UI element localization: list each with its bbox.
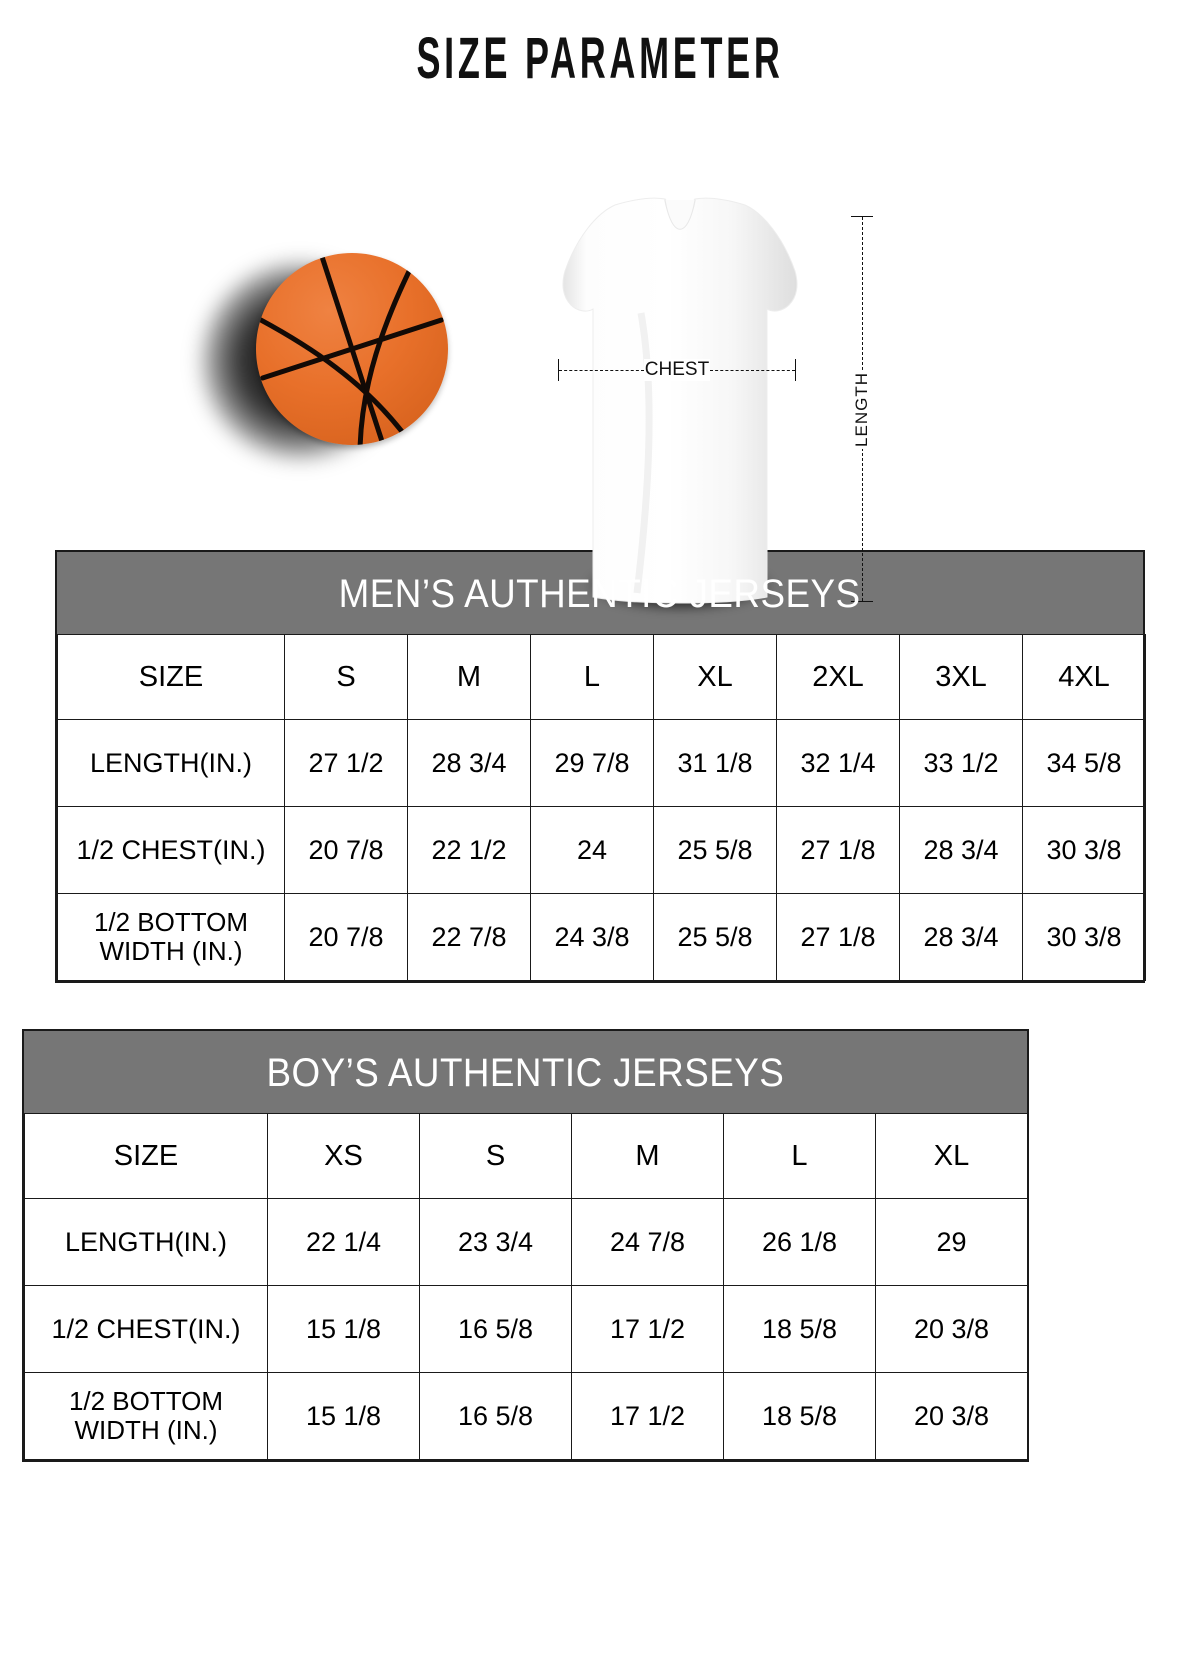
row-label-half-chest: 1/2 CHEST(IN.): [24, 1285, 268, 1373]
cell-bottom-s: 16 5/8: [419, 1372, 572, 1460]
cell-chest-s: 16 5/8: [419, 1285, 572, 1373]
table-header-row: SIZE S M L XL 2XL 3XL 4XL: [57, 634, 1146, 720]
header-cell-l: L: [723, 1113, 876, 1199]
header-cell-xs: XS: [267, 1113, 420, 1199]
jersey-illustration: [562, 197, 798, 604]
table-row: LENGTH(IN.) 22 1/4 23 3/4 24 7/8 26 1/8 …: [24, 1198, 1028, 1286]
cell-length-l: 26 1/8: [723, 1198, 876, 1286]
header-cell-size: SIZE: [57, 634, 285, 720]
row-label-half-chest: 1/2 CHEST(IN.): [57, 806, 285, 894]
cell-bottom-3xl: 28 3/4: [899, 893, 1023, 981]
mens-table-banner: MEN’S AUTHENTIC JERSEYS: [57, 552, 1143, 634]
mens-table-banner-text: MEN’S AUTHENTIC JERSEYS: [339, 572, 861, 616]
cell-chest-xl: 20 3/8: [875, 1285, 1028, 1373]
cell-length-m: 24 7/8: [571, 1198, 724, 1286]
header-cell-xl: XL: [653, 634, 777, 720]
cell-chest-3xl: 28 3/4: [899, 806, 1023, 894]
chest-right-cap: [795, 359, 796, 381]
row-label-line-1: 1/2 BOTTOM: [93, 906, 249, 937]
page-title: SIZE PARAMETER: [416, 26, 784, 91]
cell-bottom-m: 17 1/2: [571, 1372, 724, 1460]
basketball-icon: [202, 253, 448, 463]
cell-bottom-xl: 25 5/8: [653, 893, 777, 981]
cell-length-xl: 31 1/8: [653, 719, 777, 807]
cell-chest-4xl: 30 3/8: [1022, 806, 1146, 894]
chest-dash-left: [559, 369, 644, 371]
length-dash-bottom: [861, 448, 863, 601]
table-row: 1/2 BOTTOM WIDTH (IN.) 15 1/8 16 5/8 17 …: [24, 1372, 1028, 1460]
cell-chest-s: 20 7/8: [284, 806, 408, 894]
chest-label: CHEST: [643, 359, 711, 381]
row-label-line-2: WIDTH (IN.): [99, 936, 243, 966]
jersey-icon: [545, 193, 815, 613]
boys-table-banner: BOY’S AUTHENTIC JERSEYS: [24, 1031, 1027, 1113]
table-row: 1/2 CHEST(IN.) 15 1/8 16 5/8 17 1/2 18 5…: [24, 1285, 1028, 1373]
cell-chest-xl: 25 5/8: [653, 806, 777, 894]
length-dash-top: [861, 217, 863, 370]
cell-length-s: 27 1/2: [284, 719, 408, 807]
cell-bottom-xs: 15 1/8: [267, 1372, 420, 1460]
boys-size-table-block: BOY’S AUTHENTIC JERSEYS SIZE XS S M L XL…: [22, 1029, 1029, 1462]
header-cell-m: M: [571, 1113, 724, 1199]
length-bottom-cap: [851, 601, 873, 602]
cell-chest-l: 24: [530, 806, 654, 894]
cell-length-s: 23 3/4: [419, 1198, 572, 1286]
table-header-row: SIZE XS S M L XL: [24, 1113, 1028, 1199]
table-row: LENGTH(IN.) 27 1/2 28 3/4 29 7/8 31 1/8 …: [57, 719, 1146, 807]
cell-chest-xs: 15 1/8: [267, 1285, 420, 1373]
length-label: LENGTH: [852, 369, 872, 449]
header-cell-s: S: [284, 634, 408, 720]
basketball-sphere: [256, 253, 448, 445]
cell-length-l: 29 7/8: [530, 719, 654, 807]
header-cell-size: SIZE: [24, 1113, 268, 1199]
row-label-line-1: 1/2 BOTTOM: [68, 1385, 224, 1416]
cell-bottom-l: 24 3/8: [530, 893, 654, 981]
header-cell-xl: XL: [875, 1113, 1028, 1199]
header-cell-m: M: [407, 634, 531, 720]
cell-length-2xl: 32 1/4: [776, 719, 900, 807]
chest-dimension-line: CHEST: [558, 358, 796, 382]
row-label-half-bottom-width: 1/2 BOTTOM WIDTH (IN.): [57, 893, 285, 981]
cell-length-4xl: 34 5/8: [1022, 719, 1146, 807]
cell-bottom-m: 22 7/8: [407, 893, 531, 981]
chest-dash-right: [710, 369, 795, 371]
cell-chest-m: 17 1/2: [571, 1285, 724, 1373]
header-cell-3xl: 3XL: [899, 634, 1023, 720]
mens-size-table-block: MEN’S AUTHENTIC JERSEYS SIZE S M L XL 2X…: [55, 550, 1146, 983]
cell-bottom-xl: 20 3/8: [875, 1372, 1028, 1460]
row-label-length: LENGTH(IN.): [57, 719, 285, 807]
cell-chest-2xl: 27 1/8: [776, 806, 900, 894]
basketball-seams-icon: [258, 255, 444, 445]
length-dimension-line: LENGTH: [845, 216, 879, 602]
cell-bottom-2xl: 27 1/8: [776, 893, 900, 981]
cell-bottom-4xl: 30 3/8: [1022, 893, 1146, 981]
measurement-diagram: CHEST LENGTH: [0, 88, 1200, 613]
cell-length-xl: 29: [875, 1198, 1028, 1286]
boys-size-table: SIZE XS S M L XL LENGTH(IN.) 22 1/4 23 3…: [24, 1113, 1028, 1460]
header-cell-l: L: [530, 634, 654, 720]
table-row: 1/2 CHEST(IN.) 20 7/8 22 1/2 24 25 5/8 2…: [57, 806, 1146, 894]
header-cell-4xl: 4XL: [1022, 634, 1146, 720]
length-top-cap: [851, 216, 873, 217]
boys-table-banner-text: BOY’S AUTHENTIC JERSEYS: [266, 1051, 785, 1095]
row-label-half-bottom-width: 1/2 BOTTOM WIDTH (IN.): [24, 1372, 268, 1460]
cell-length-m: 28 3/4: [407, 719, 531, 807]
cell-length-3xl: 33 1/2: [899, 719, 1023, 807]
row-label-length: LENGTH(IN.): [24, 1198, 268, 1286]
cell-bottom-l: 18 5/8: [723, 1372, 876, 1460]
cell-bottom-s: 20 7/8: [284, 893, 408, 981]
table-row: 1/2 BOTTOM WIDTH (IN.) 20 7/8 22 7/8 24 …: [57, 893, 1146, 981]
row-label-line-2: WIDTH (IN.): [74, 1415, 218, 1445]
chest-left-cap: [558, 359, 559, 381]
cell-chest-m: 22 1/2: [407, 806, 531, 894]
mens-size-table: SIZE S M L XL 2XL 3XL 4XL LENGTH(IN.) 27…: [57, 634, 1146, 981]
header-cell-2xl: 2XL: [776, 634, 900, 720]
cell-length-xs: 22 1/4: [267, 1198, 420, 1286]
cell-chest-l: 18 5/8: [723, 1285, 876, 1373]
header-cell-s: S: [419, 1113, 572, 1199]
